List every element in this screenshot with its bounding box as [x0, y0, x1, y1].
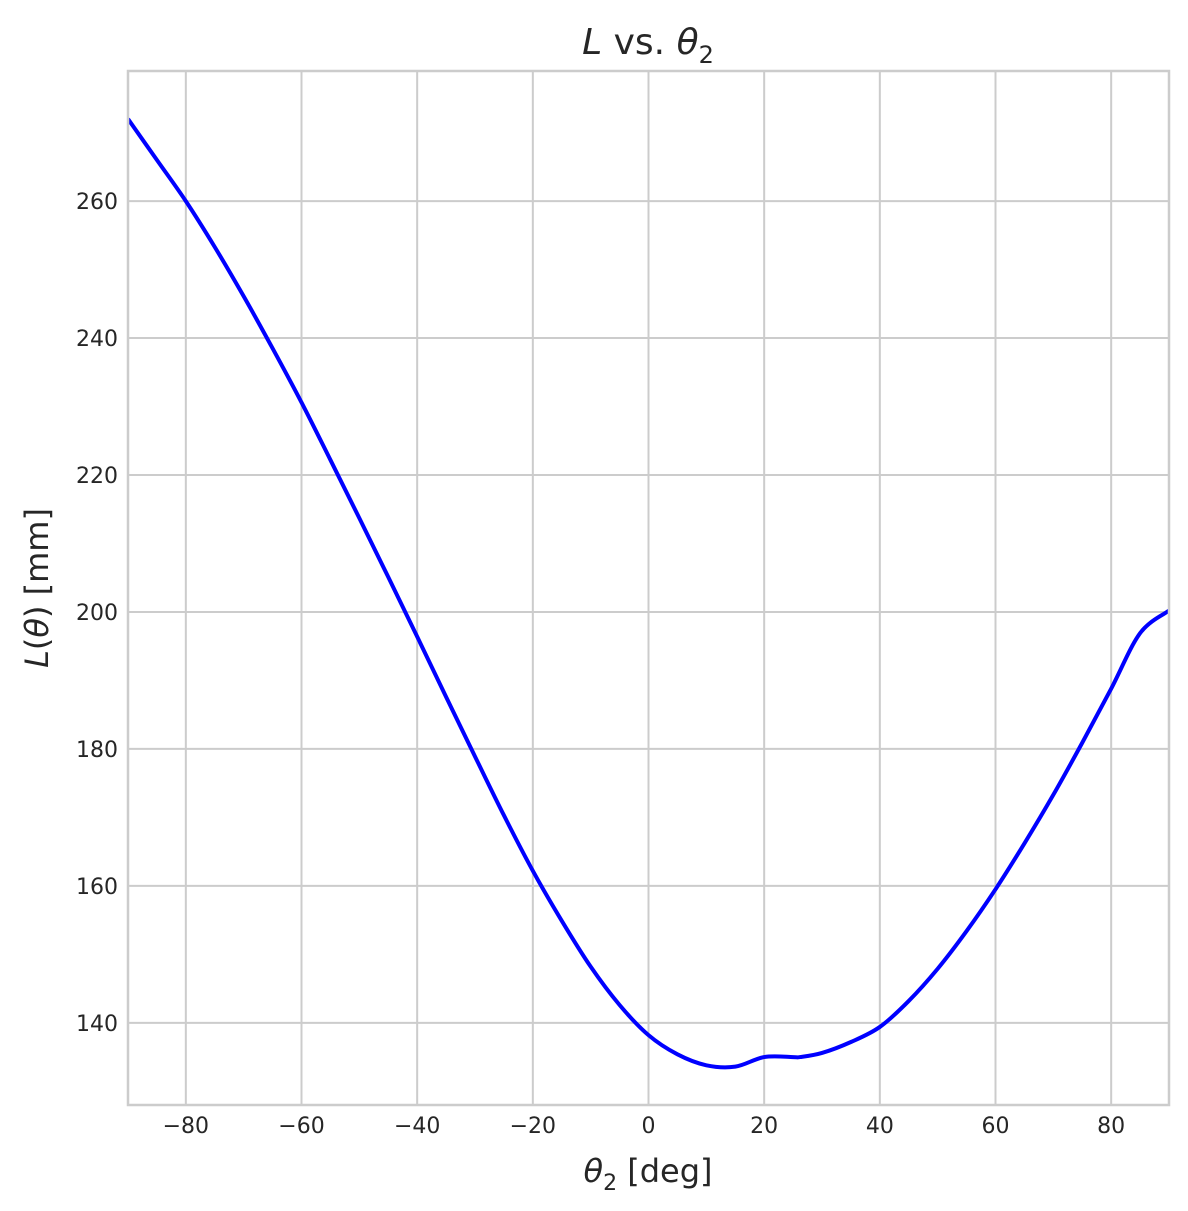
ylabel-theta: θ	[18, 618, 56, 638]
y-tick-label: 240	[76, 327, 118, 352]
title-subscript: 2	[699, 41, 714, 69]
axes-frame	[126, 69, 1171, 1107]
ylabel-l: L	[18, 650, 56, 668]
plot-area	[128, 117, 1169, 1070]
xlabel-theta: θ	[583, 1152, 603, 1190]
ylabel-close-paren: )	[18, 606, 56, 618]
x-tick-label: 20	[750, 1114, 778, 1139]
x-tick-label: 80	[1097, 1114, 1125, 1139]
xlabel-unit: [deg]	[617, 1152, 712, 1190]
y-tick-label: 220	[76, 464, 118, 489]
title-theta: θ	[677, 22, 699, 63]
x-tick-label: −80	[163, 1114, 209, 1139]
y-tick-label: 260	[76, 190, 118, 215]
x-tick-label: 40	[866, 1114, 894, 1139]
ylabel-open-paren: (	[18, 638, 56, 650]
y-tick-label: 200	[76, 601, 118, 626]
grid-lines	[128, 71, 1169, 1105]
xlabel-subscript: 2	[603, 1171, 617, 1196]
x-tick-label: 60	[982, 1114, 1010, 1139]
y-tick-label: 180	[76, 738, 118, 763]
x-tick-labels: −80 −60 −40 −20 0 20 40 60 80	[163, 1114, 1126, 1139]
x-tick-label: 0	[642, 1114, 656, 1139]
y-tick-label: 140	[76, 1012, 118, 1037]
y-tick-labels: 140 160 180 200 220 240 260	[76, 190, 118, 1037]
y-axis-label: L(θ) [mm]	[18, 508, 56, 668]
x-tick-label: −60	[278, 1114, 324, 1139]
ylabel-unit: [mm]	[18, 508, 56, 605]
chart-title: L vs. θ2	[582, 22, 714, 69]
x-axis-label: θ2 [deg]	[583, 1152, 712, 1196]
x-tick-label: −20	[510, 1114, 556, 1139]
series-line	[128, 117, 1169, 1070]
title-middle: vs.	[602, 22, 676, 63]
title-l: L	[582, 22, 602, 63]
x-tick-label: −40	[394, 1114, 440, 1139]
y-tick-label: 160	[76, 875, 118, 900]
